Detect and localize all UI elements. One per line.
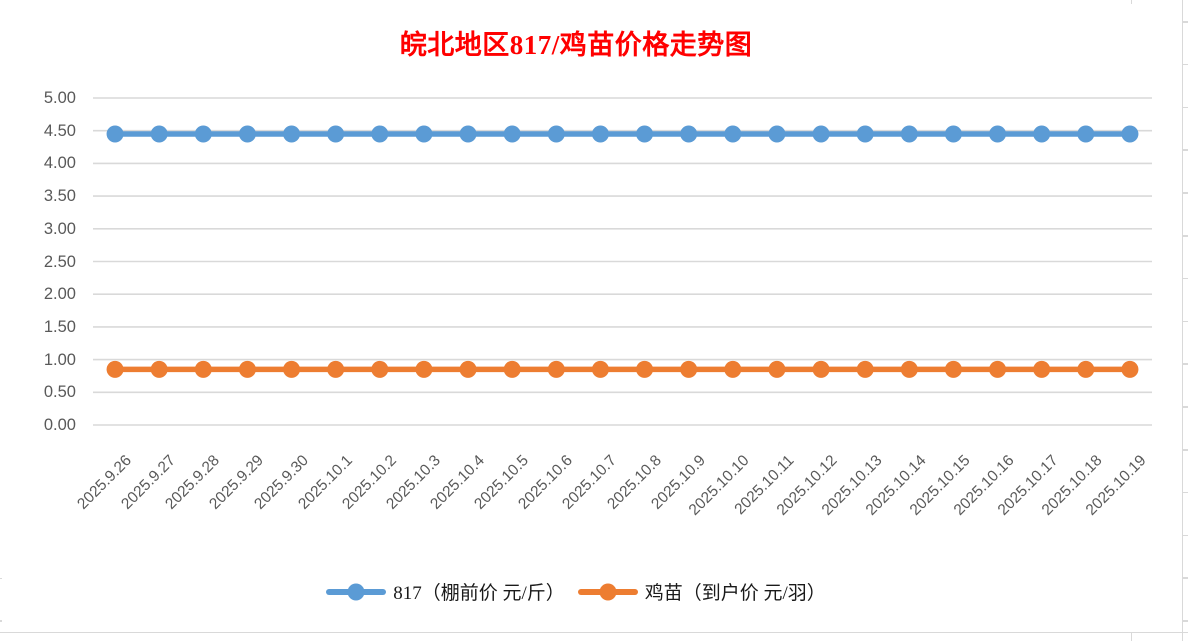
data-point-marker[interactable] [503, 360, 521, 378]
y-tick-label: 0.00 [43, 416, 76, 434]
data-point-marker[interactable] [812, 360, 830, 378]
y-tick-label: 3.00 [43, 219, 76, 238]
data-point-marker[interactable] [503, 125, 521, 143]
series-jimiao[interactable] [106, 360, 1139, 378]
spreadsheet-gridline [1183, 192, 1188, 194]
data-point-marker[interactable] [680, 125, 698, 143]
spreadsheet-gridline [1183, 277, 1188, 280]
spreadsheet-gridline [1183, 577, 1188, 579]
data-point-marker[interactable] [900, 125, 918, 143]
data-point-marker[interactable] [1033, 125, 1051, 143]
spreadsheet-gridline [1183, 63, 1188, 66]
data-point-marker[interactable] [724, 125, 742, 143]
y-tick-label: 2.00 [43, 285, 76, 304]
data-point-marker[interactable] [327, 360, 345, 378]
legend-label: 817（棚前价 元/斤） [393, 583, 565, 604]
data-point-marker[interactable] [415, 125, 433, 143]
data-point-marker[interactable] [1077, 360, 1095, 378]
data-point-marker[interactable] [636, 125, 654, 143]
data-point-marker[interactable] [194, 125, 212, 143]
data-point-marker[interactable] [238, 360, 256, 378]
data-point-marker[interactable] [944, 125, 962, 143]
spreadsheet-gridline [1183, 106, 1188, 109]
y-tick-label: 0.50 [43, 383, 76, 402]
data-point-marker[interactable] [900, 360, 918, 378]
data-point-marker[interactable] [459, 125, 477, 143]
data-point-marker[interactable] [283, 125, 301, 143]
data-point-marker[interactable] [636, 360, 654, 378]
data-point-marker[interactable] [459, 360, 477, 378]
y-tick-label: 4.00 [43, 154, 76, 173]
data-point-marker[interactable] [371, 360, 389, 378]
spreadsheet-gridline [1130, 0, 1132, 4]
spreadsheet-gridline [1183, 620, 1188, 622]
data-point-marker[interactable] [989, 125, 1007, 143]
data-point-marker[interactable] [283, 360, 301, 378]
data-point-marker[interactable] [680, 360, 698, 378]
spreadsheet-gridline [1183, 149, 1188, 151]
spreadsheet-gridline [1183, 449, 1188, 451]
legend-dot-sample [347, 583, 365, 600]
spreadsheet-gridline [1183, 534, 1188, 537]
y-tick-label: 4.50 [43, 121, 76, 140]
y-tick-label: 1.50 [43, 317, 76, 336]
legend-dot-sample [599, 583, 617, 600]
data-point-marker[interactable] [1121, 360, 1139, 378]
spreadsheet-gridline [0, 577, 2, 579]
data-point-marker[interactable] [724, 360, 742, 378]
spreadsheet-gridline [1130, 633, 1132, 641]
data-point-marker[interactable] [238, 125, 256, 143]
spreadsheet-gridline [1183, 320, 1188, 323]
chart-title: 皖北地区817/鸡苗价格走势图 [399, 30, 753, 60]
spreadsheet-gridline [1183, 21, 1188, 23]
data-point-marker[interactable] [327, 125, 345, 143]
data-point-marker[interactable] [106, 125, 124, 143]
data-point-marker[interactable] [547, 360, 565, 378]
data-point-marker[interactable] [194, 360, 212, 378]
data-point-marker[interactable] [415, 360, 433, 378]
spreadsheet-gridline [1181, 0, 1183, 641]
y-tick-label: 2.50 [43, 252, 76, 271]
data-point-marker[interactable] [812, 125, 830, 143]
data-point-marker[interactable] [591, 360, 609, 378]
legend-marker-icon [326, 582, 387, 602]
y-tick-label: 5.00 [43, 89, 76, 107]
data-point-marker[interactable] [591, 125, 609, 143]
legend-marker-icon [577, 582, 638, 602]
data-point-marker[interactable] [547, 125, 565, 143]
data-point-marker[interactable] [1033, 360, 1051, 378]
spreadsheet-gridline [0, 631, 1188, 633]
spreadsheet-gridline [1183, 491, 1188, 494]
legend-item-series-jimiao[interactable]: 鸡苗（到户价 元/羽） [577, 578, 826, 605]
data-point-marker[interactable] [150, 360, 168, 378]
data-point-marker[interactable] [371, 125, 389, 143]
legend-label: 鸡苗（到户价 元/羽） [644, 583, 826, 604]
data-point-marker[interactable] [856, 125, 874, 143]
spreadsheet-gridline [1183, 406, 1188, 408]
spreadsheet-gridline [1183, 363, 1188, 365]
data-point-marker[interactable] [856, 360, 874, 378]
data-point-marker[interactable] [768, 360, 786, 378]
data-point-marker[interactable] [768, 125, 786, 143]
legend-item-series-817[interactable]: 817（棚前价 元/斤） [326, 578, 565, 605]
y-tick-label: 3.50 [43, 187, 76, 206]
data-point-marker[interactable] [989, 360, 1007, 378]
spreadsheet-gridline [1183, 235, 1188, 237]
data-point-marker[interactable] [944, 360, 962, 378]
legend: 817（棚前价 元/斤） 鸡苗（到户价 元/羽） [0, 578, 1152, 605]
data-point-marker[interactable] [106, 360, 124, 378]
series-817[interactable] [106, 125, 1139, 143]
data-point-marker[interactable] [1121, 125, 1139, 143]
data-point-marker[interactable] [1077, 125, 1095, 143]
y-tick-label: 1.00 [43, 350, 76, 369]
data-point-marker[interactable] [150, 125, 168, 143]
spreadsheet-gridline [0, 620, 2, 622]
